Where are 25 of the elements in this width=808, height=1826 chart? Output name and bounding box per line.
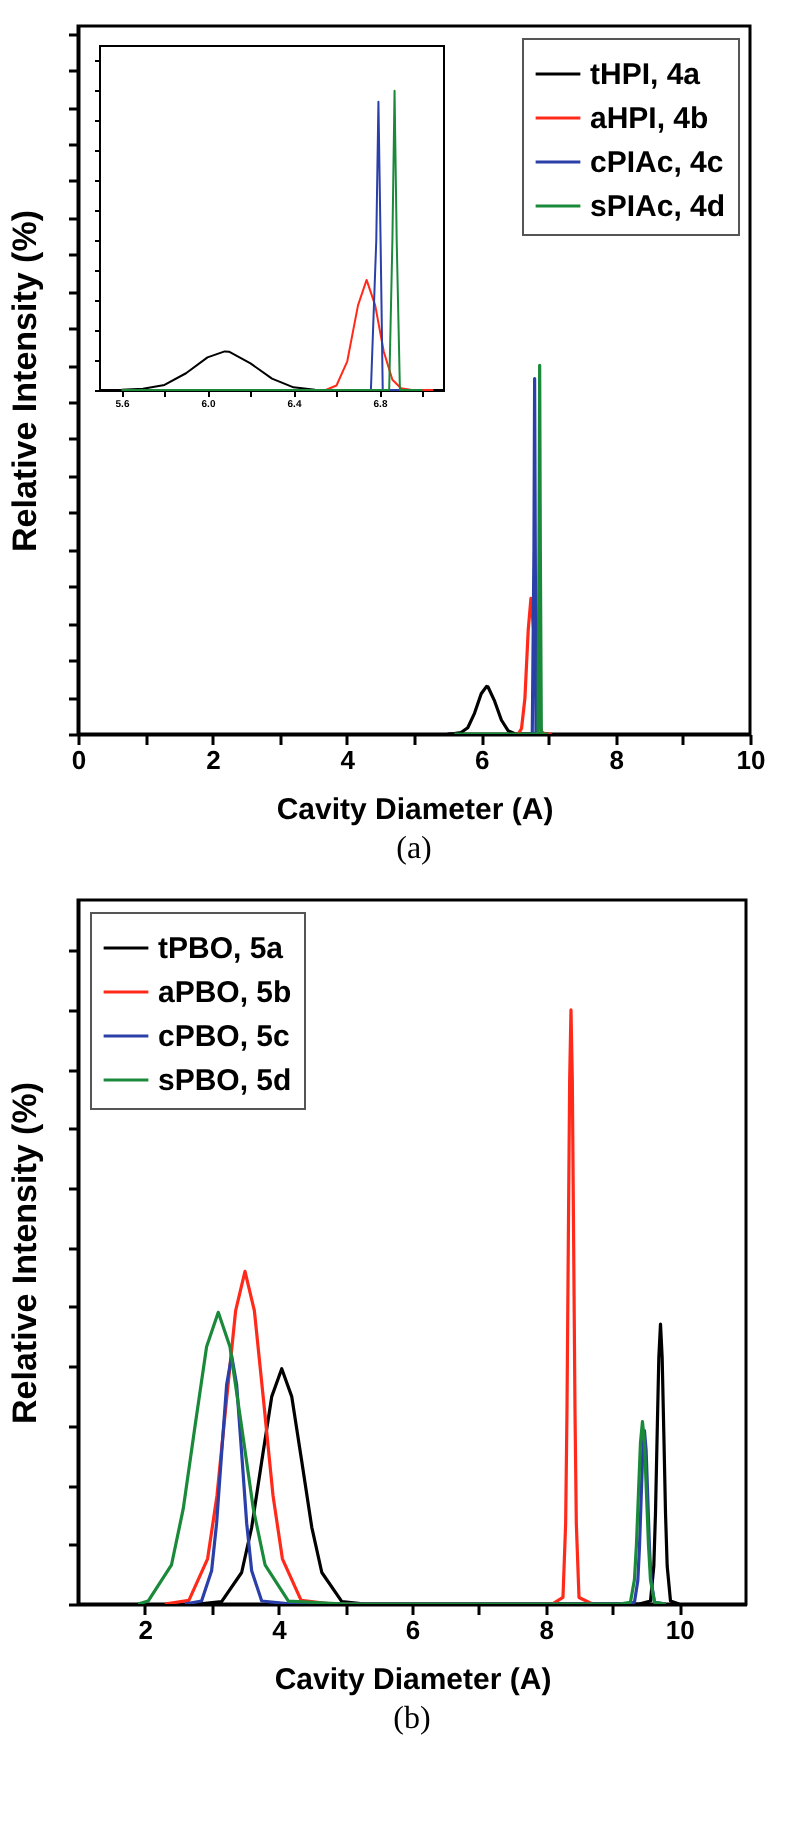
legend-label: cPIAc, 4c — [590, 146, 724, 180]
text: (b) — [393, 1702, 431, 1736]
x-tick-label: 0 — [71, 745, 87, 775]
x-tick-label: 4 — [272, 1615, 289, 1645]
x-axis-title: Cavity Diameter (A) — [274, 1663, 552, 1697]
x-tick-label: 8 — [609, 745, 624, 775]
legend-label: sPIAc, 4d — [590, 190, 726, 224]
x-tick-label: 4 — [340, 745, 357, 775]
text: (a) — [396, 832, 432, 866]
x-tick-label: 2 — [138, 1615, 154, 1645]
x-axis-title: Cavity Diameter (A) — [276, 793, 554, 827]
legend-label: cPBO, 5c — [158, 1020, 290, 1054]
x-tick-label: 10 — [665, 1615, 695, 1645]
y-axis-title: Relative Intensity (%) — [5, 1082, 44, 1424]
legend-label: tHPI, 4a — [590, 58, 702, 92]
legend-label: sPBO, 5d — [158, 1064, 292, 1098]
x-tick-label: 8 — [539, 1615, 554, 1645]
x-tick-label: 10 — [736, 745, 766, 775]
x-tick-label: 2 — [206, 745, 221, 775]
legend-label: aPBO, 5b — [158, 976, 292, 1010]
y-axis-title: Relative Intensity (%) — [5, 210, 44, 552]
legend-label: tPBO, 5a — [158, 932, 285, 966]
x-tick-label: 6 — [474, 745, 490, 775]
x-tick-label: 6 — [405, 1615, 421, 1645]
legend-label: aHPI, 4b — [590, 102, 709, 136]
